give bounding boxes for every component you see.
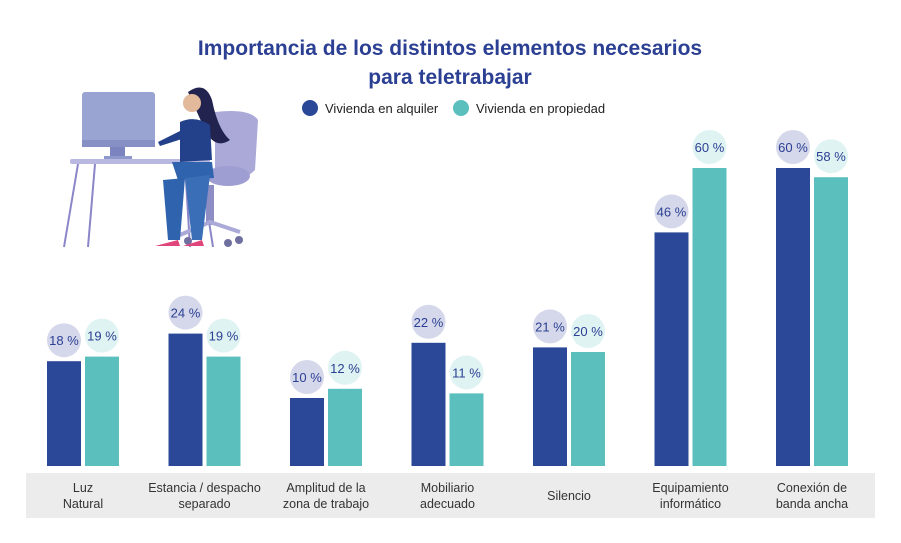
bar-propiedad xyxy=(206,356,241,466)
category-label: Estancia / despacho xyxy=(148,481,261,495)
category-band xyxy=(26,473,875,518)
legend-swatch-alquiler xyxy=(302,100,318,116)
data-label: 12 % xyxy=(330,361,360,376)
bar-propiedad xyxy=(692,168,727,466)
bar-alquiler xyxy=(168,333,203,466)
bar-propiedad xyxy=(85,356,119,466)
data-label: 24 % xyxy=(171,306,201,321)
value-bubble xyxy=(533,309,567,344)
bar-alquiler xyxy=(776,168,810,466)
category-label: adecuado xyxy=(420,497,475,511)
category-label: Natural xyxy=(63,497,103,511)
bar-propiedad xyxy=(328,388,362,466)
value-bubble xyxy=(654,194,689,229)
data-label: 22 % xyxy=(414,315,444,330)
value-bubble xyxy=(571,314,605,348)
data-label: 21 % xyxy=(535,319,565,334)
value-bubble xyxy=(206,318,241,353)
data-label: 10 % xyxy=(292,370,322,385)
data-label: 46 % xyxy=(657,204,687,219)
value-bubble xyxy=(814,139,848,174)
data-label: 58 % xyxy=(816,149,846,164)
data-label: 18 % xyxy=(49,333,79,348)
value-bubble xyxy=(290,360,324,394)
bar-propiedad xyxy=(449,393,484,466)
bar-alquiler xyxy=(47,361,81,466)
category-label: Conexión de xyxy=(777,481,847,495)
value-bubble xyxy=(85,318,119,353)
bar-propiedad xyxy=(571,352,605,466)
data-label: 60 % xyxy=(778,140,808,155)
bar-propiedad xyxy=(814,177,848,466)
category-label: Amplitud de la xyxy=(286,481,365,495)
category-label: Equipamiento xyxy=(652,481,728,495)
bar-alquiler xyxy=(654,232,689,466)
data-label: 60 % xyxy=(695,140,725,155)
data-label: 19 % xyxy=(87,329,117,344)
legend-swatch-propiedad xyxy=(453,100,469,116)
title-line-2: para teletrabajar xyxy=(368,66,532,89)
bar-alquiler xyxy=(533,347,567,466)
data-label: 19 % xyxy=(209,329,239,344)
category-label: separado xyxy=(178,497,230,511)
value-bubble xyxy=(47,323,81,358)
legend-item-propiedad: Vivienda en propiedad xyxy=(453,100,605,116)
data-label: 11 % xyxy=(452,365,481,380)
category-label: Luz xyxy=(73,481,93,495)
category-label: zona de trabajo xyxy=(283,497,369,511)
title-line-1: Importancia de los distintos elementos n… xyxy=(197,37,703,60)
bar-alquiler xyxy=(411,342,446,466)
value-bubble xyxy=(328,350,362,385)
legend-item-alquiler: Vivienda en alquiler xyxy=(302,100,438,116)
value-bubble xyxy=(411,304,446,339)
legend-label: Vivienda en propiedad xyxy=(476,100,606,116)
value-bubble xyxy=(168,295,203,330)
bar-alquiler xyxy=(290,398,324,466)
category-label: Silencio xyxy=(547,489,591,503)
value-bubble xyxy=(692,130,727,164)
data-label: 20 % xyxy=(573,324,603,339)
category-label: informático xyxy=(660,497,721,511)
value-bubble xyxy=(776,130,810,164)
category-label: banda ancha xyxy=(776,497,848,511)
category-label: Mobiliario xyxy=(421,481,475,495)
chart-title: Importancia de los distintos elementos n… xyxy=(150,34,750,92)
legend-label: Vivienda en alquiler xyxy=(325,100,439,116)
value-bubble xyxy=(449,355,484,390)
